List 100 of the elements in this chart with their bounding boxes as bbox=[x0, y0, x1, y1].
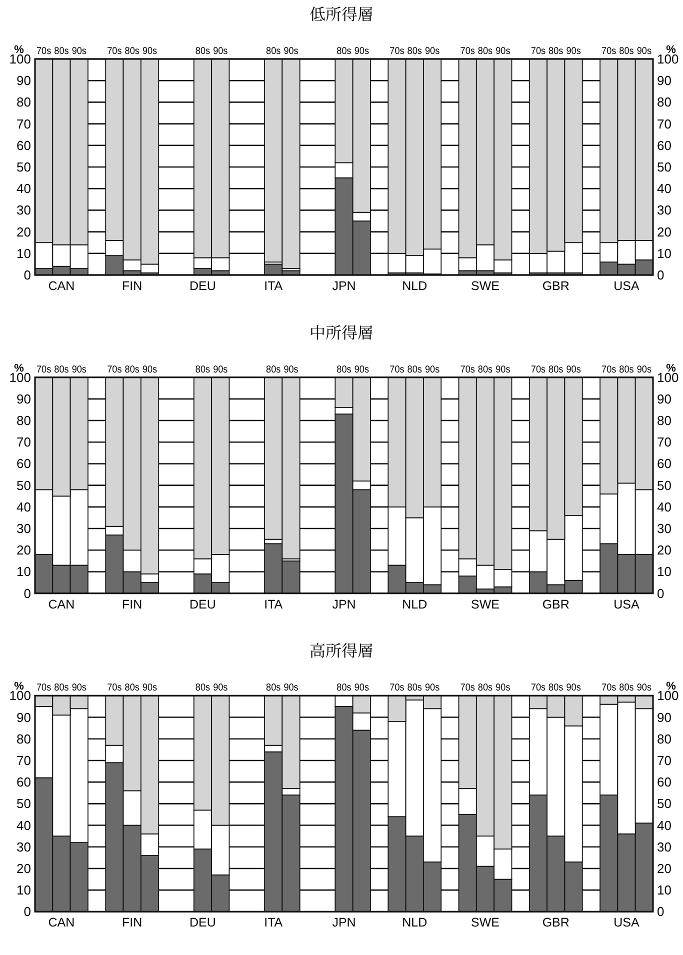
y-tick-label: 90 bbox=[16, 710, 31, 725]
y-tick-label: 60 bbox=[16, 138, 31, 153]
x-tick-label: 70s bbox=[390, 46, 406, 57]
y-tick-label: 80 bbox=[16, 731, 31, 746]
y-tick-label: 90 bbox=[16, 73, 31, 88]
x-tick-label: 80s bbox=[548, 46, 565, 57]
x-tick-label: 90s bbox=[213, 364, 230, 376]
x-tick-label: 80s bbox=[124, 364, 141, 376]
y2-tick-label: 60 bbox=[657, 774, 672, 790]
text: GBR bbox=[542, 597, 570, 612]
y-tick-label: 60 bbox=[16, 456, 31, 472]
y2-tick-label: 10 bbox=[657, 246, 672, 261]
text: NLD bbox=[402, 916, 428, 930]
y-tick-label: 10 bbox=[16, 246, 31, 261]
chart-title: 低所得層 bbox=[309, 2, 374, 25]
x-tick-label: 80s bbox=[336, 46, 353, 57]
y-tick-label: 50 bbox=[16, 796, 31, 812]
y-tick-label: 70 bbox=[16, 752, 31, 768]
x-tick-label: 80s bbox=[407, 682, 424, 694]
text: SWE bbox=[471, 597, 500, 612]
y2-tick-label: 70 bbox=[657, 434, 672, 450]
y-tick-label: 40 bbox=[16, 818, 31, 833]
y2-tick-label: 80 bbox=[657, 413, 672, 428]
x-tick-label: 80s bbox=[124, 46, 141, 57]
text: SWE bbox=[471, 279, 500, 293]
y2-tick-label: 30 bbox=[657, 521, 672, 536]
text: ITA bbox=[264, 916, 284, 930]
x-tick-label: 90s bbox=[142, 46, 159, 57]
x-tick-label: 70s bbox=[390, 364, 406, 376]
x-tick-label: 80s bbox=[195, 46, 212, 57]
y-tick-label: 40 bbox=[16, 181, 31, 196]
x-tick-label: 90s bbox=[284, 682, 300, 694]
x-tick-label: 70s bbox=[107, 682, 124, 694]
x-tick-label: 70s bbox=[390, 682, 406, 694]
x-tick-label: 90s bbox=[213, 46, 230, 57]
x-tick-label: 80s bbox=[54, 682, 70, 694]
x-tick-label: 70s bbox=[36, 364, 53, 376]
x-tick-label: 80s bbox=[266, 364, 282, 376]
x-tick-label: 90s bbox=[424, 364, 442, 376]
x-tick-label: 80s bbox=[619, 46, 636, 57]
x-tick-label: 90s bbox=[354, 364, 370, 376]
text: JPN bbox=[332, 279, 356, 293]
text: JPN bbox=[332, 597, 356, 612]
y-tick-label: 70 bbox=[16, 434, 31, 450]
text: DEU bbox=[190, 597, 216, 612]
x-tick-label: 90s bbox=[636, 364, 653, 376]
x-tick-label: 90s bbox=[636, 46, 653, 57]
x-tick-label: 90s bbox=[496, 364, 512, 376]
x-tick-label: 70s bbox=[107, 364, 124, 376]
y2-tick-label: 10 bbox=[657, 882, 672, 898]
x-tick-label: 80s bbox=[548, 682, 565, 694]
y2-tick-label: 90 bbox=[657, 73, 672, 88]
x-tick-label: 90s bbox=[142, 364, 159, 376]
x-tick-label: 80s bbox=[124, 682, 141, 694]
x-tick-label: 90s bbox=[566, 46, 582, 57]
x-tick-label: 90s bbox=[142, 682, 159, 694]
x-tick-label: 90s bbox=[284, 364, 300, 376]
x-tick-label: 80s bbox=[266, 682, 282, 694]
x-tick-label: 90s bbox=[496, 46, 512, 57]
x-tick-label: 80s bbox=[336, 682, 353, 694]
x-tick-label: 90s bbox=[424, 682, 442, 694]
y2-tick-label: 70 bbox=[657, 752, 672, 768]
y2-tick-label: 10 bbox=[657, 564, 672, 580]
text: DEU bbox=[190, 279, 216, 293]
x-tick-label: 80s bbox=[548, 364, 565, 376]
y2-tick-label: 60 bbox=[657, 138, 672, 153]
x-tick-label: 90s bbox=[354, 46, 370, 57]
x-tick-label: 80s bbox=[478, 46, 494, 57]
x-tick-label: 70s bbox=[36, 682, 53, 694]
y2-tick-label: 40 bbox=[657, 818, 672, 833]
y-tick-label: 50 bbox=[16, 478, 31, 493]
x-tick-label: 90s bbox=[72, 682, 88, 694]
x-tick-label: 90s bbox=[636, 682, 653, 694]
text: FIN bbox=[122, 279, 142, 293]
x-tick-label: 80s bbox=[195, 364, 212, 376]
y2-tick-label: 20 bbox=[657, 860, 672, 876]
y2-tick-label: 90 bbox=[657, 391, 672, 406]
x-tick-label: 90s bbox=[566, 682, 582, 694]
y2-tick-label: 50 bbox=[657, 160, 672, 174]
text: ITA bbox=[264, 279, 284, 293]
y2-tick-label: 60 bbox=[657, 456, 672, 472]
x-tick-label: 70s bbox=[460, 364, 476, 376]
text: GBR bbox=[542, 279, 570, 293]
text: CAN bbox=[48, 916, 75, 930]
text: FIN bbox=[122, 916, 142, 930]
x-tick-label: 90s bbox=[72, 46, 88, 57]
x-tick-label: 90s bbox=[213, 682, 230, 694]
x-tick-label: 80s bbox=[407, 364, 424, 376]
y2-tick-label: 40 bbox=[657, 499, 672, 514]
x-tick-label: 70s bbox=[602, 46, 618, 57]
y2-tick-label: 0 bbox=[657, 904, 664, 920]
x-tick-label: 90s bbox=[354, 682, 370, 694]
y-tick-label: 30 bbox=[16, 521, 31, 536]
y-tick-label: 30 bbox=[16, 839, 31, 854]
y-tick-label: 0 bbox=[24, 586, 31, 601]
x-tick-label: 90s bbox=[284, 46, 300, 57]
y-tick-label: 50 bbox=[16, 160, 31, 174]
chart-title: 高所得層 bbox=[309, 638, 374, 662]
text: JPN bbox=[332, 916, 356, 930]
x-tick-label: 70s bbox=[460, 46, 476, 57]
